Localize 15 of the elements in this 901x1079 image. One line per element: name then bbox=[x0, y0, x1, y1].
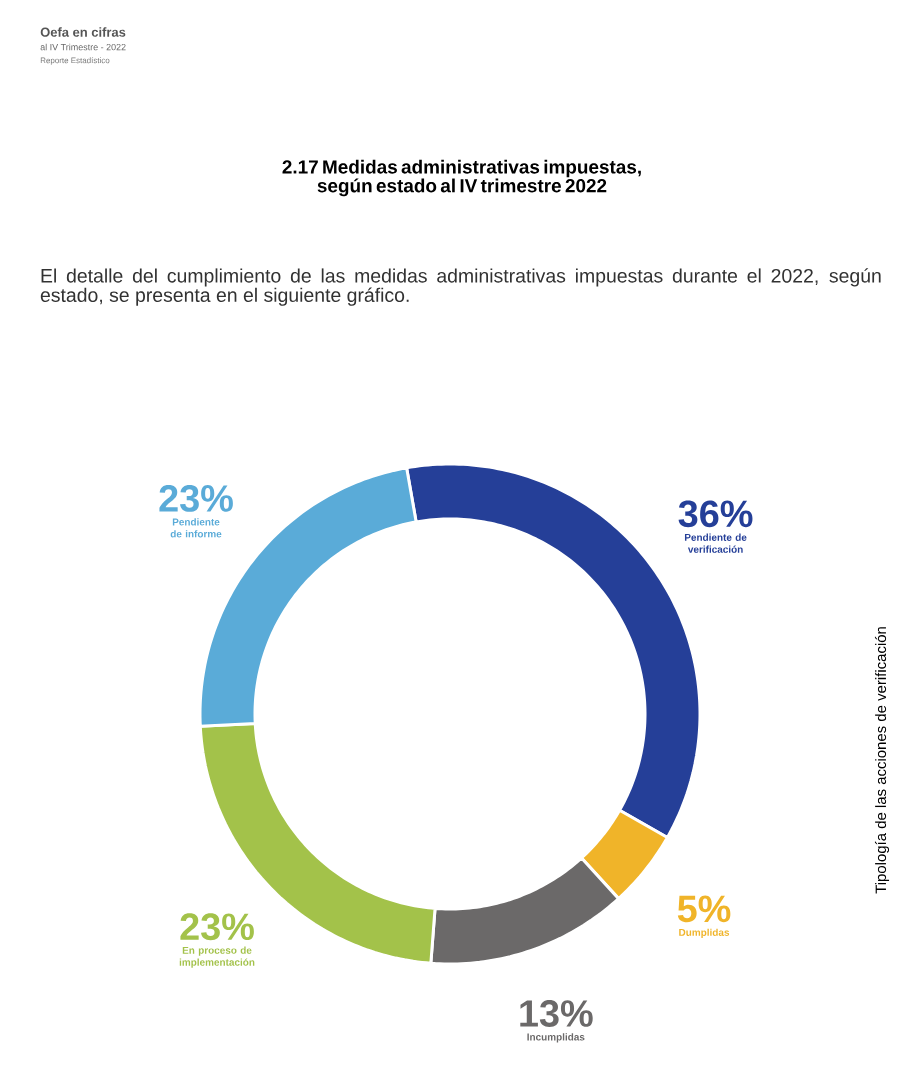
chart-subtitle: El detalle del cumplimiento de las medidas administrativas impuestas durante el 2022, según estado, se presenta en el siguiente gráfico. bbox=[40, 268, 881, 306]
slice-label: Pendiente de informe bbox=[170, 518, 222, 538]
chart-title: 2.17 Medidas administrativas impuestas, según estado al IV trimestre 2022 bbox=[282, 159, 641, 197]
text: Tipología de las acciones de verificación bbox=[874, 627, 890, 894]
data-label: 5% bbox=[677, 895, 731, 923]
text: al IV Trimestre - 2022 bbox=[40, 43, 126, 51]
slice-label: En proceso de implementación bbox=[179, 946, 255, 968]
slice-label: Incumplidas bbox=[527, 1033, 585, 1043]
slice-label: Pendiente de verificación bbox=[684, 533, 747, 553]
data-label: 23% bbox=[180, 913, 254, 941]
data-label: 23% bbox=[159, 485, 233, 512]
slice-label: Dumplidas bbox=[679, 928, 730, 938]
text: Oefa en cifras bbox=[40, 27, 126, 37]
data-label: 13% bbox=[520, 1000, 593, 1027]
data-label: 36% bbox=[678, 500, 753, 528]
